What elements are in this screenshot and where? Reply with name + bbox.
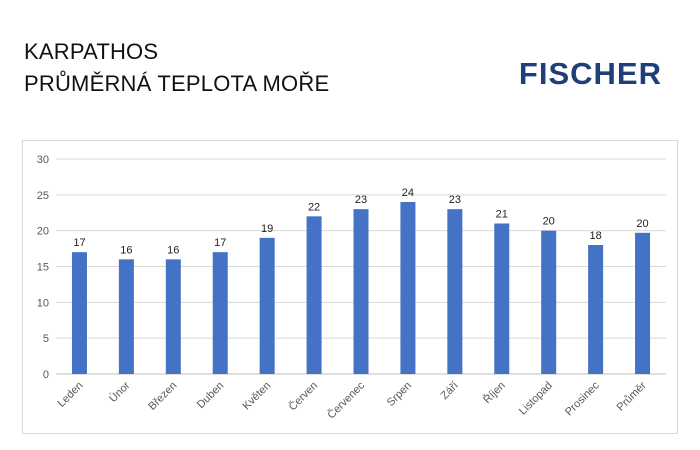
y-tick-label: 20	[37, 226, 49, 238]
category-label: Srpen	[385, 380, 414, 409]
page-title: KARPATHOS PRŮMĚRNÁ TEPLOTA MOŘE	[24, 36, 329, 100]
y-tick-label: 25	[37, 190, 49, 202]
category-label: Březen	[146, 380, 179, 413]
bar	[494, 223, 510, 374]
y-tick-label: 15	[37, 262, 49, 274]
data-label: 18	[589, 230, 601, 242]
bar	[353, 209, 369, 374]
y-tick-label: 0	[43, 369, 49, 381]
data-label: 16	[120, 244, 132, 256]
category-label: Duben	[195, 380, 226, 411]
data-label: 24	[402, 187, 414, 199]
category-label: Květen	[241, 380, 274, 413]
bar	[541, 230, 557, 374]
bar	[118, 259, 134, 374]
category-label: Leden	[55, 380, 85, 410]
category-label: Prosinec	[563, 379, 602, 418]
data-label: 20	[636, 218, 648, 230]
chart-frame: 0 5 10 15 20 25 30 17 Leden 16 Únor 16 Březen 17 Duben…	[22, 140, 678, 434]
category-label: Říjen	[481, 379, 508, 406]
bar	[635, 232, 651, 374]
category-label: Červenec	[325, 379, 368, 422]
y-tick-label: 5	[43, 333, 49, 345]
bar	[306, 216, 322, 374]
data-label: 20	[543, 216, 555, 228]
bar	[259, 237, 275, 374]
y-tick-label: 10	[37, 297, 49, 309]
y-tick-label: 30	[37, 154, 49, 166]
data-label: 16	[167, 244, 179, 256]
bar-chart: 0 5 10 15 20 25 30 17 Leden 16 Únor 16 Březen 17 Duben…	[37, 154, 666, 422]
category-label: Červen	[286, 379, 320, 413]
data-label: 23	[449, 194, 461, 206]
fischer-logo: FISCHER	[518, 56, 662, 91]
data-label: 21	[496, 209, 508, 221]
data-label: 17	[214, 237, 226, 249]
bar	[588, 245, 604, 374]
title-line-2: PRŮMĚRNÁ TEPLOTA MOŘE	[24, 71, 330, 96]
bar	[447, 209, 463, 374]
bar	[165, 259, 181, 374]
data-label: 17	[73, 237, 85, 249]
data-label: 22	[308, 201, 320, 213]
category-label: Průměr	[615, 379, 649, 413]
data-label: 19	[261, 223, 273, 235]
bar	[400, 202, 416, 374]
category-label: Únor	[106, 379, 132, 405]
bar	[71, 252, 87, 374]
category-label: Listopad	[517, 380, 555, 418]
bar	[212, 252, 228, 374]
title-line-1: KARPATHOS	[24, 39, 159, 64]
category-label: Září	[439, 380, 461, 402]
data-label: 23	[355, 194, 367, 206]
